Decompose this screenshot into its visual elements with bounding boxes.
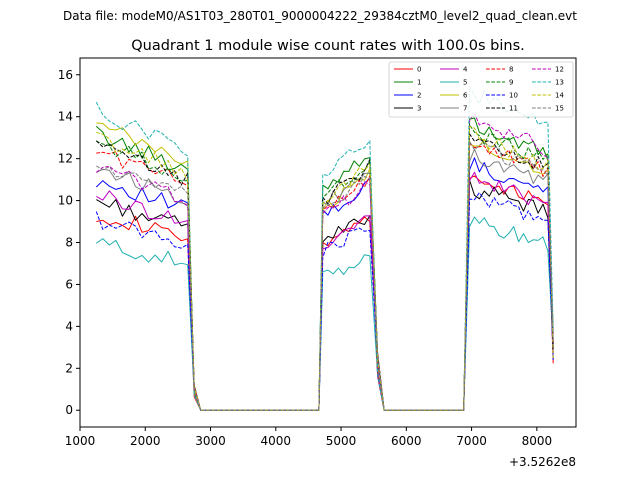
legend-label-4: 4 — [463, 66, 468, 74]
series-line-2 — [95, 157, 554, 411]
series-line-11 — [95, 133, 554, 411]
y-tick-label: 14 — [58, 110, 73, 124]
legend-label-6: 6 — [463, 92, 468, 100]
legend-label-10: 10 — [509, 92, 518, 100]
legend-label-15: 15 — [555, 105, 564, 113]
series-line-6 — [96, 122, 554, 411]
legend-label-2: 2 — [417, 92, 421, 100]
y-tick-label: 12 — [58, 152, 73, 166]
legend-box — [388, 61, 574, 118]
series-line-7 — [96, 148, 554, 411]
chart-title: Quadrant 1 module wise count rates with … — [131, 38, 525, 54]
x-tick-label: 3000 — [195, 434, 226, 448]
legend-label-5: 5 — [463, 79, 467, 87]
x-tick-label: 8000 — [522, 434, 553, 448]
legend-label-8: 8 — [509, 66, 513, 74]
legend-label-3: 3 — [417, 105, 421, 113]
legend-label-1: 1 — [417, 79, 421, 87]
y-tick-label: 16 — [58, 68, 73, 82]
y-tick-label: 2 — [65, 361, 73, 375]
x-tick-label: 2000 — [130, 434, 161, 448]
y-tick-label: 10 — [58, 194, 73, 208]
legend-label-11: 11 — [509, 105, 518, 113]
series-line-4 — [96, 171, 554, 411]
series-line-12 — [95, 113, 554, 411]
legend-label-12: 12 — [555, 66, 564, 74]
x-tick-label: 7000 — [456, 434, 487, 448]
x-axis: 1000 2000 3000 4000 5000 6000 7000 8000 — [65, 427, 552, 448]
legend-label-7: 7 — [463, 105, 467, 113]
x-tick-label: 1000 — [65, 434, 96, 448]
y-tick-label: 0 — [65, 403, 73, 417]
series-line-5 — [96, 216, 554, 411]
x-tick-label: 6000 — [391, 434, 422, 448]
series-line-15 — [96, 140, 554, 411]
legend-label-14: 14 — [555, 92, 564, 100]
y-axis: 0 2 4 6 8 10 12 14 16 — [58, 68, 80, 417]
y-tick-label: 4 — [65, 319, 73, 333]
legend-label-0: 0 — [417, 66, 421, 74]
series-line-9 — [96, 124, 554, 411]
x-tick-label: 5000 — [326, 434, 357, 448]
series-line-10 — [95, 192, 554, 411]
x-tick-label: 4000 — [261, 434, 292, 448]
legend-label-13: 13 — [555, 79, 564, 87]
series-line-14 — [96, 125, 554, 411]
suptitle: Data file: modeM0/AS1T03_280T01_90000042… — [63, 9, 577, 23]
series-line-1 — [95, 117, 554, 411]
series-layer — [95, 85, 554, 411]
y-tick-label: 6 — [65, 277, 73, 291]
x-offset-label: +3.5262e8 — [509, 455, 576, 469]
plot-frame — [79, 57, 577, 428]
y-tick-label: 8 — [65, 236, 73, 250]
series-line-8 — [96, 142, 554, 411]
legend-label-9: 9 — [509, 79, 513, 87]
